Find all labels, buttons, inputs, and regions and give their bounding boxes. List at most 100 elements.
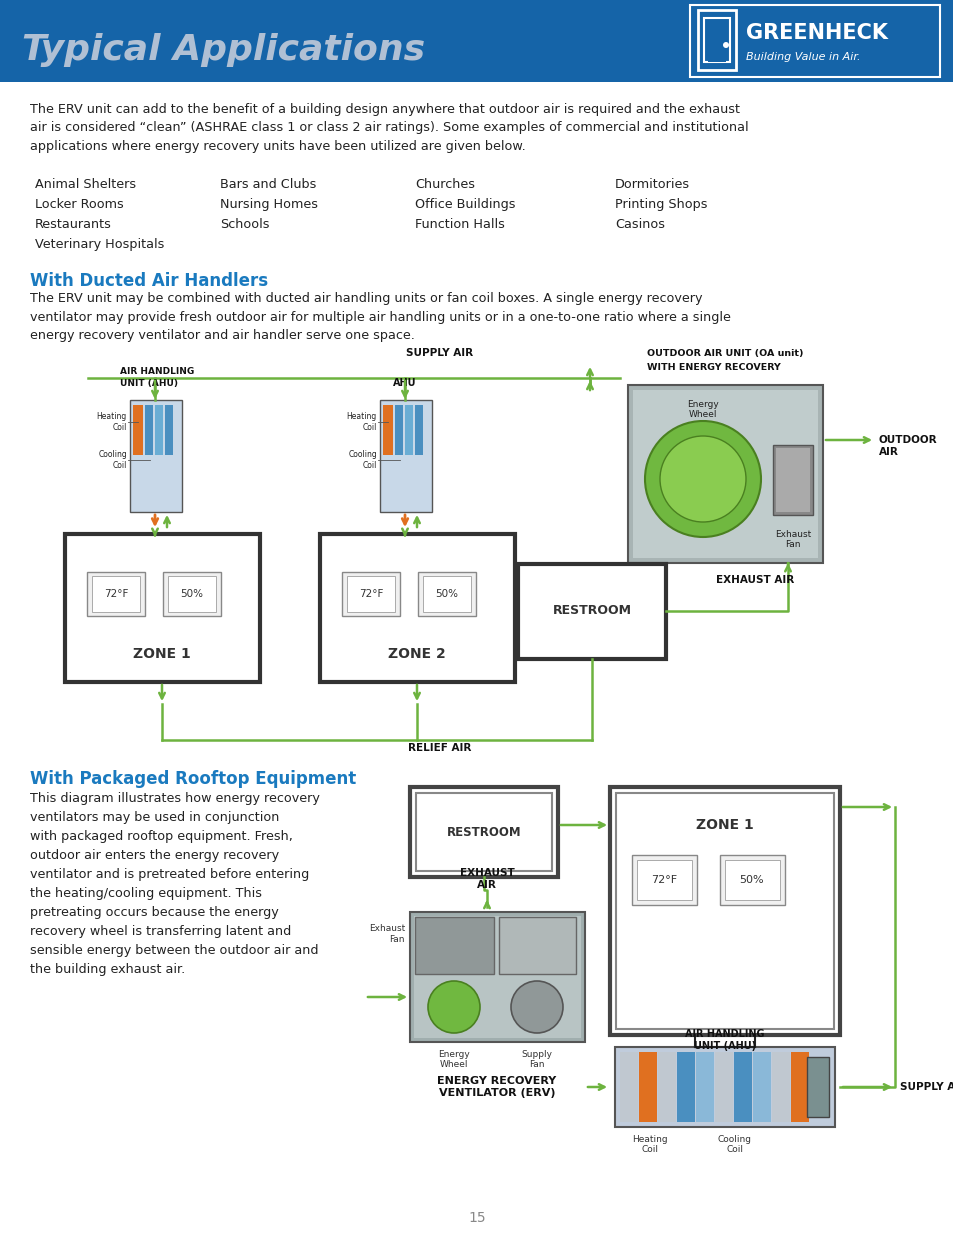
Circle shape (659, 436, 745, 522)
Text: Building Value in Air.: Building Value in Air. (745, 52, 860, 62)
Bar (720, 855, 784, 905)
Text: Printing Shops: Printing Shops (615, 198, 707, 211)
Bar (631, 855, 697, 905)
Bar (714, 1052, 732, 1123)
Text: UNIT (AHU): UNIT (AHU) (120, 379, 178, 388)
Bar (616, 793, 833, 1029)
Text: Office Buildings: Office Buildings (415, 198, 515, 211)
Circle shape (722, 42, 728, 48)
Bar (422, 576, 471, 613)
Text: GREENHECK: GREENHECK (745, 23, 887, 43)
Text: Schools: Schools (220, 219, 269, 231)
Text: The ERV unit may be combined with ducted air handling units or fan coil boxes. A: The ERV unit may be combined with ducted… (30, 291, 730, 342)
Bar (163, 572, 221, 616)
Text: Veterinary Hospitals: Veterinary Hospitals (35, 238, 164, 251)
Text: Heating
Coil: Heating Coil (346, 412, 376, 432)
Text: With Ducted Air Handlers: With Ducted Air Handlers (30, 272, 268, 290)
Text: Typical Applications: Typical Applications (22, 33, 425, 67)
Bar (771, 1052, 789, 1123)
Bar (415, 918, 494, 974)
Bar (790, 1052, 808, 1123)
Text: Heating
Coil: Heating Coil (96, 412, 127, 432)
Bar (752, 1052, 770, 1123)
Bar (154, 405, 163, 454)
Bar (658, 1052, 676, 1123)
Text: 72°F: 72°F (104, 589, 128, 599)
Bar (145, 405, 152, 454)
Text: Exhaust
Fan: Exhaust Fan (774, 530, 810, 550)
Text: Heating
Coil: Heating Coil (632, 1135, 667, 1155)
Bar (517, 564, 665, 659)
Bar (639, 1052, 657, 1123)
Bar (410, 911, 584, 1042)
Bar (806, 1057, 828, 1116)
Text: 72°F: 72°F (358, 589, 383, 599)
Text: Cooling
Coil: Cooling Coil (98, 451, 127, 469)
Bar (91, 576, 140, 613)
Text: Restaurants: Restaurants (35, 219, 112, 231)
Bar (341, 572, 399, 616)
Text: 50%: 50% (435, 589, 458, 599)
Bar (132, 405, 143, 454)
Bar (733, 1052, 751, 1123)
Text: Cooling
Coil: Cooling Coil (718, 1135, 751, 1155)
Text: Locker Rooms: Locker Rooms (35, 198, 124, 211)
Bar (319, 534, 515, 682)
Bar (347, 576, 395, 613)
Text: The ERV unit can add to the benefit of a building design anywhere that outdoor a: The ERV unit can add to the benefit of a… (30, 103, 748, 153)
Text: Energy
Wheel: Energy Wheel (437, 1050, 470, 1070)
Bar (130, 400, 182, 513)
Text: RESTROOM: RESTROOM (552, 604, 631, 618)
Bar (627, 385, 822, 563)
Circle shape (511, 981, 562, 1032)
Text: Animal Shelters: Animal Shelters (35, 178, 136, 191)
Text: AIR HANDLING: AIR HANDLING (120, 367, 194, 375)
Text: Exhaust
Fan: Exhaust Fan (369, 924, 405, 944)
Text: ENERGY RECOVERY
VENTILATOR (ERV): ENERGY RECOVERY VENTILATOR (ERV) (436, 1076, 556, 1098)
Text: Churches: Churches (415, 178, 475, 191)
Text: ZONE 1: ZONE 1 (696, 818, 753, 832)
Text: OUTDOOR
AIR: OUTDOOR AIR (878, 435, 937, 457)
Bar (0, 0, 953, 82)
Text: OUTDOOR AIR UNIT (OA unit): OUTDOOR AIR UNIT (OA unit) (646, 350, 802, 358)
Text: 50%: 50% (180, 589, 203, 599)
Bar (637, 860, 691, 900)
Bar (168, 576, 215, 613)
Text: This diagram illustrates how energy recovery
ventilators may be used in conjunct: This diagram illustrates how energy reco… (30, 792, 319, 976)
Bar (87, 572, 145, 616)
Bar (65, 534, 260, 682)
Text: EXHAUST AIR: EXHAUST AIR (715, 576, 793, 585)
Bar (609, 787, 840, 1035)
Bar (382, 405, 393, 454)
Text: RESTROOM: RESTROOM (446, 825, 520, 839)
Text: SUPPLY AIR: SUPPLY AIR (406, 348, 473, 358)
Text: Bars and Clubs: Bars and Clubs (220, 178, 316, 191)
Text: ZONE 2: ZONE 2 (388, 647, 445, 661)
Text: AHU: AHU (393, 378, 416, 388)
Bar (633, 390, 817, 558)
Text: Energy
Wheel: Energy Wheel (686, 400, 719, 420)
Text: Cooling
Coil: Cooling Coil (348, 451, 376, 469)
Text: 15: 15 (468, 1212, 485, 1225)
Text: 50%: 50% (739, 876, 763, 885)
Bar (707, 26, 725, 62)
Bar (677, 1052, 695, 1123)
Text: ZONE 1: ZONE 1 (133, 647, 191, 661)
Bar (703, 19, 729, 62)
Bar (417, 572, 476, 616)
Text: Dormitories: Dormitories (615, 178, 689, 191)
Circle shape (644, 421, 760, 537)
Text: WITH ENERGY RECOVERY: WITH ENERGY RECOVERY (646, 363, 780, 372)
Text: 72°F: 72°F (650, 876, 677, 885)
Bar (619, 1052, 638, 1123)
Bar (416, 793, 552, 871)
Text: AIR HANDLING
UNIT (AHU): AIR HANDLING UNIT (AHU) (684, 1029, 764, 1051)
Bar (165, 405, 172, 454)
Bar (724, 860, 780, 900)
Bar (415, 405, 422, 454)
Text: Supply
Fan: Supply Fan (521, 1050, 552, 1070)
Text: EXHAUST
AIR: EXHAUST AIR (459, 868, 514, 890)
Bar (615, 1047, 834, 1128)
Bar (410, 787, 558, 877)
Bar (689, 5, 939, 77)
